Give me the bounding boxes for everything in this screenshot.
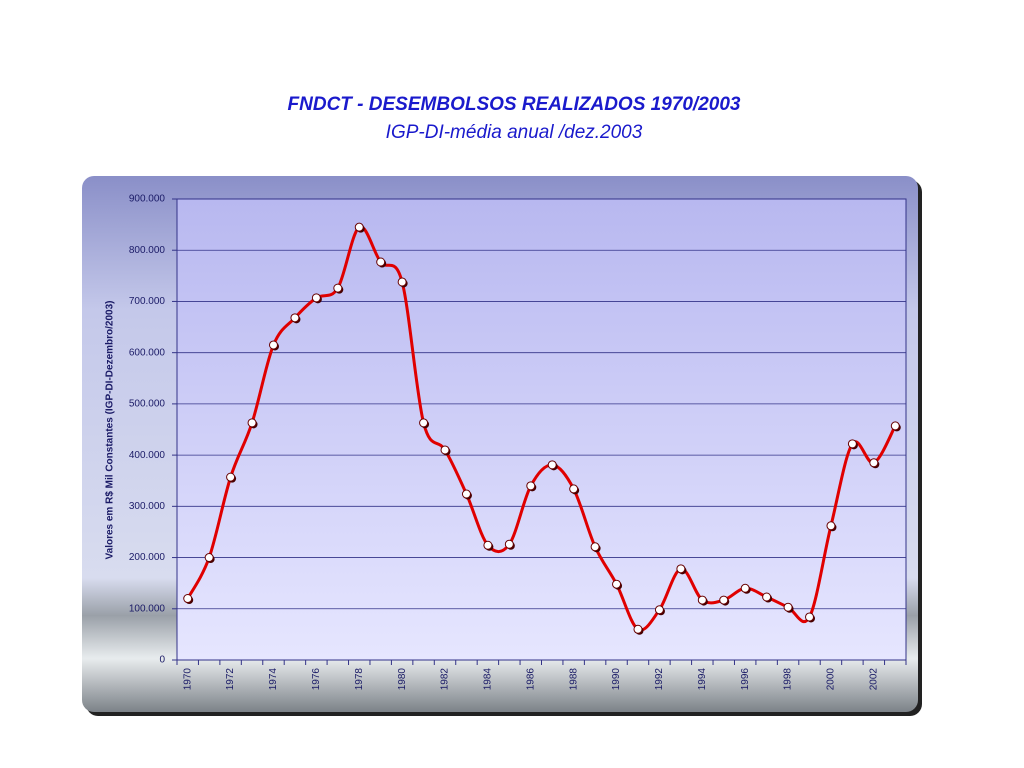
data-marker [869,458,879,468]
data-line [186,225,897,632]
data-marker [376,257,386,267]
data-marker [590,542,600,552]
y-axis-label: Valores em R$ Mil Constantes (IGP-DI-Dez… [105,301,116,560]
data-marker [483,540,493,550]
data-marker [762,592,772,602]
x-tick-label: 1984 [483,668,494,691]
x-tick-label: 1994 [697,668,708,691]
data-marker [890,421,900,431]
data-marker [676,564,686,574]
data-marker [633,624,643,634]
x-tick-label: 1988 [568,668,579,691]
data-marker [419,418,429,428]
chart-title: FNDCT - DESEMBOLSOS REALIZADOS 1970/2003 [288,94,741,115]
x-tick-label: 1996 [740,668,751,691]
data-marker [740,583,750,593]
x-tick-label: 1980 [397,668,408,691]
data-marker [204,553,214,563]
x-tick-label: 1972 [225,668,236,691]
x-tick-label: 1976 [311,668,322,691]
data-marker [805,612,815,622]
data-marker [440,445,450,455]
x-tick-label: 1982 [440,668,451,691]
data-marker [654,605,664,615]
data-marker [226,472,236,482]
y-tick-label: 100.000 [129,603,166,614]
data-marker [311,293,321,303]
x-tick-label: 1990 [611,668,622,691]
y-tick-label: 500.000 [129,399,166,410]
y-tick-label: 600.000 [129,347,166,358]
chart-subtitle: IGP-DI-média anual /dez.2003 [386,122,643,143]
data-marker [333,283,343,293]
x-tick-label: 2002 [868,668,879,691]
x-tick-label: 1986 [525,668,536,691]
data-marker [461,489,471,499]
x-tick-label: 1974 [268,668,279,691]
data-marker [354,222,364,232]
x-tick-label: 1970 [182,668,193,691]
data-marker [847,439,857,449]
y-tick-label: 700.000 [129,296,166,307]
data-marker [547,460,557,470]
y-tick-label: 800.000 [129,245,166,256]
y-tick-label: 0 [159,655,165,666]
plot-area [176,198,907,661]
x-tick-label: 2000 [826,668,837,691]
y-tick-label: 900.000 [129,194,166,205]
y-tick-label: 400.000 [129,450,166,461]
data-marker [569,484,579,494]
data-marker [612,579,622,589]
data-marker [504,539,514,549]
data-marker [526,481,536,491]
data-marker [247,418,257,428]
data-marker [783,602,793,612]
data-marker [183,594,193,604]
data-marker [290,313,300,323]
x-tick-label: 1978 [354,668,365,691]
x-tick-label: 1998 [783,668,794,691]
data-marker [826,521,836,531]
x-tick-label: 1992 [654,668,665,691]
data-marker [697,595,707,605]
data-marker [397,277,407,287]
data-marker [268,340,278,350]
data-marker [719,595,729,605]
y-tick-label: 200.000 [129,552,166,563]
y-tick-label: 300.000 [129,501,166,512]
